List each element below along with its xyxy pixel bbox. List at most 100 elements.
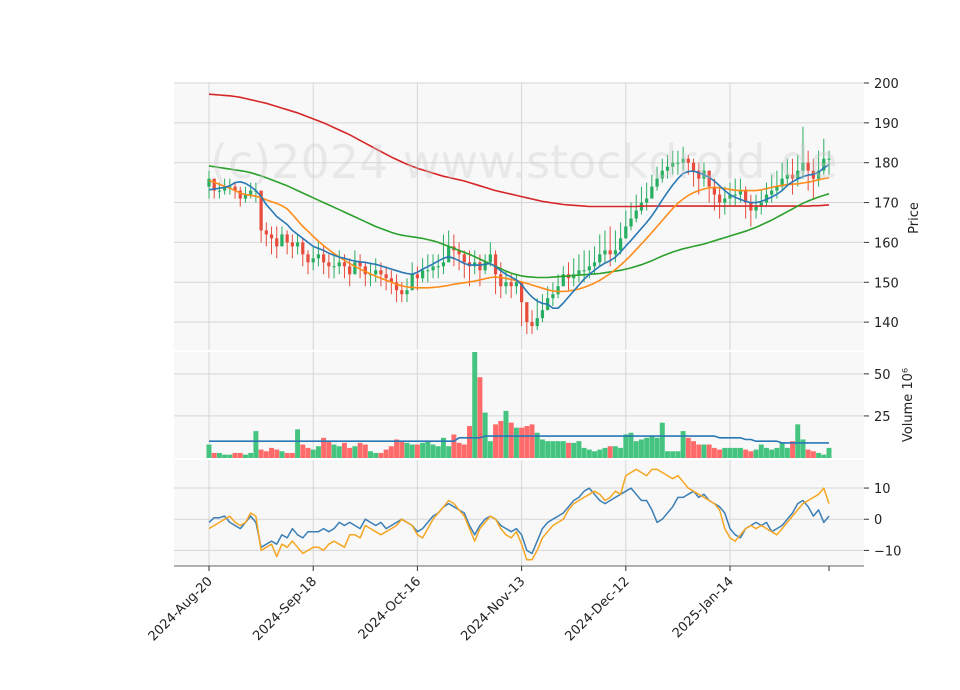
volume-bar: [248, 452, 254, 458]
candle-body: [441, 262, 446, 267]
candle-body: [671, 162, 675, 167]
candle-body: [405, 290, 409, 295]
volume-bar: [816, 452, 822, 458]
candle-body: [738, 190, 743, 195]
volume-bar: [774, 447, 780, 458]
volume-average-line: [209, 435, 829, 444]
candle-body: [504, 282, 508, 287]
volume-bar: [321, 437, 327, 458]
candle-body: [697, 170, 701, 179]
candle-body: [316, 254, 321, 259]
candle-body: [280, 234, 284, 247]
candle-body: [535, 318, 539, 327]
x-tick-label: 2024-Nov-13: [458, 574, 528, 644]
candle-body: [681, 158, 685, 163]
volume-bar: [691, 441, 697, 458]
volume-bar: [508, 422, 514, 458]
volume-bar: [659, 422, 665, 458]
candle-body: [301, 242, 305, 255]
candle-body: [618, 238, 623, 251]
candle-body: [488, 254, 492, 263]
candle-body: [311, 258, 315, 263]
volume-bar: [685, 437, 691, 458]
candle-body: [770, 190, 774, 195]
volume-bar: [727, 447, 733, 458]
oscillator-ytick-label: −10: [874, 544, 901, 559]
candle-body: [379, 270, 383, 275]
volume-bar: [597, 449, 603, 458]
volume-bar: [737, 447, 743, 458]
volume-bar: [357, 442, 363, 458]
candle-body: [551, 294, 555, 299]
candle-body: [790, 174, 795, 179]
candle-body: [410, 274, 414, 291]
candle-body: [389, 278, 393, 283]
candle-body: [624, 226, 628, 239]
volume-bar: [612, 446, 618, 458]
volume-bar: [571, 442, 577, 458]
volume-bar: [638, 439, 644, 458]
volume-bar: [284, 452, 290, 458]
price-ytick-label: 200: [874, 77, 899, 92]
oscillator-ytick-label: 10: [874, 482, 891, 497]
volume-bar: [524, 426, 530, 458]
volume-bar: [242, 454, 248, 458]
volume-bar: [414, 444, 420, 458]
volume-bar: [274, 449, 280, 458]
candle-body: [650, 186, 654, 199]
candle-body: [676, 162, 680, 164]
price-panel: 140 150 160 170 180 190 200: [174, 77, 899, 350]
volume-bar: [821, 454, 827, 458]
volume-bar: [555, 441, 561, 458]
candle-body: [394, 282, 399, 291]
volume-bar: [206, 444, 212, 458]
volume-bar: [378, 452, 384, 458]
volume-bar: [472, 352, 478, 458]
volume-bar: [550, 441, 556, 458]
volume-bar: [456, 442, 462, 458]
volume-bar: [305, 447, 311, 458]
volume-bar: [701, 444, 707, 458]
candle-body: [806, 162, 810, 171]
volume-bar: [696, 444, 702, 458]
candle-body: [514, 282, 519, 287]
volume-bar: [628, 432, 634, 458]
candle-body: [420, 270, 425, 279]
candle-body: [686, 158, 690, 163]
volume-bar: [800, 439, 806, 458]
candle-body: [348, 266, 352, 275]
x-tick-label: 2024-Oct-16: [356, 574, 424, 642]
volume-bar: [644, 437, 650, 458]
candle-body: [332, 266, 336, 268]
volume-bar: [670, 451, 676, 458]
volume-ytick-label: 25: [874, 410, 891, 425]
volume-bar: [331, 444, 337, 458]
candle-body: [228, 186, 232, 188]
volume-bar: [654, 437, 660, 458]
volume-bar: [461, 444, 467, 458]
candle-body: [582, 270, 586, 272]
candle-body: [295, 242, 300, 247]
volume-bar: [743, 449, 749, 458]
volume-bar: [764, 447, 769, 458]
volume-bar: [487, 441, 493, 458]
volume-bar: [576, 441, 582, 458]
volume-bar: [545, 441, 551, 458]
candle-body: [660, 170, 664, 179]
volume-bar: [810, 451, 816, 458]
volume-bar: [446, 446, 452, 458]
candle-body: [556, 286, 560, 295]
candle-body: [217, 190, 222, 192]
candle-body: [212, 178, 216, 191]
candle-body: [493, 254, 498, 275]
candle-body: [530, 322, 534, 327]
volume-bar: [826, 447, 832, 458]
volume-panel: 25 50: [174, 352, 891, 458]
volume-bar: [368, 451, 373, 458]
volume-bar: [602, 447, 608, 458]
volume-bar: [258, 449, 264, 458]
oscillator-ytick-label: 0: [874, 513, 882, 528]
candle-body: [285, 234, 289, 243]
x-axis: 2024-Aug-20 2024-Sep-18 2024-Oct-16 2024-No…: [146, 565, 864, 644]
